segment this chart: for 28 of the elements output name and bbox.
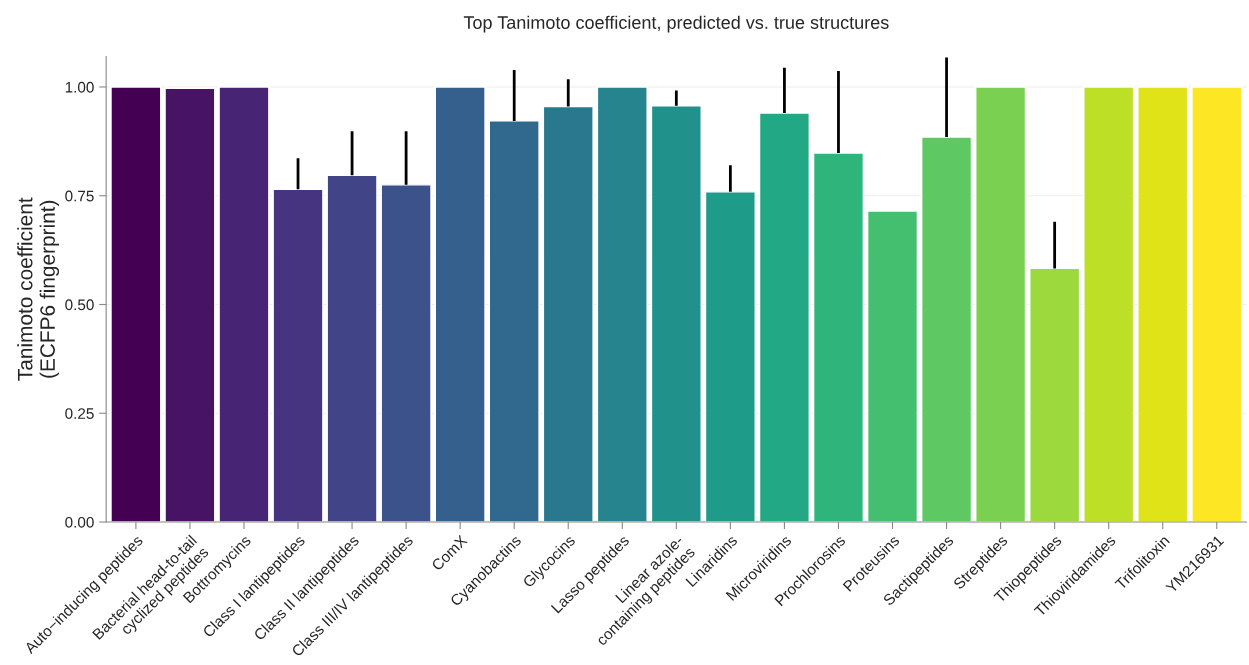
y-axis-title: Tanimoto coefficient (ECFP6 fingerprint) — [17, 197, 60, 381]
bar — [272, 188, 324, 523]
y-tick-label: 0.75 — [65, 190, 94, 202]
y-tick-label: 1.00 — [65, 81, 94, 93]
bar — [596, 86, 648, 523]
y-tick-label: 0.00 — [65, 516, 94, 528]
bar — [380, 184, 432, 523]
bar — [326, 174, 378, 523]
bar — [1083, 86, 1135, 523]
bar — [488, 120, 540, 523]
bar — [650, 104, 702, 523]
bar — [1137, 86, 1189, 523]
bar — [218, 86, 270, 523]
bar — [866, 210, 919, 523]
bar — [758, 112, 810, 523]
bar — [1029, 267, 1081, 523]
bar — [164, 87, 216, 523]
bar — [812, 152, 865, 523]
bar — [434, 86, 486, 523]
y-tick-label: 0.25 — [65, 408, 94, 419]
y-tick-label: 0.50 — [65, 299, 94, 311]
bar — [1191, 86, 1243, 523]
bar — [921, 136, 973, 523]
bar — [110, 86, 162, 523]
bar — [704, 191, 756, 523]
bar — [542, 105, 594, 523]
bar — [975, 86, 1027, 523]
chart-title: Top Tanimoto coefficient, predicted vs. true structures — [463, 15, 889, 33]
